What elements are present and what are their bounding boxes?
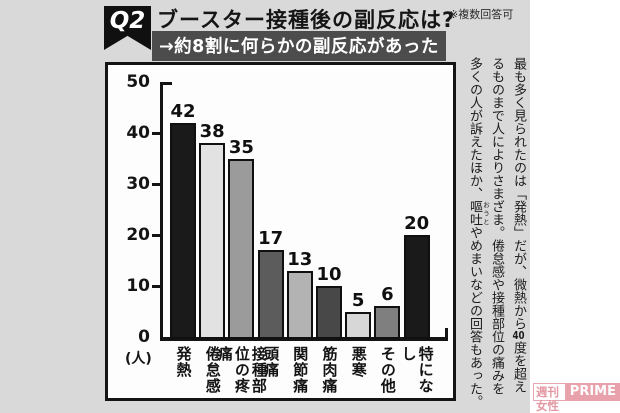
watermark-prime-label: PRIME — [565, 383, 620, 401]
chart-title: ブースター接種後の副反応は? — [157, 8, 456, 32]
question-badge-label: Q2 — [109, 8, 146, 34]
bar-value-label: 20 — [404, 213, 430, 234]
x-category-label: その他 — [378, 346, 397, 394]
bar-value-label: 5 — [351, 289, 365, 311]
chart-bar — [170, 122, 196, 339]
y-tick-mark — [152, 183, 160, 186]
bar-value-label: 35 — [228, 136, 254, 158]
x-category-label: 接種部位の疼痛 — [215, 346, 268, 394]
bar-value-label: 38 — [199, 121, 225, 143]
x-category-label: 関節痛 — [291, 346, 310, 394]
commentary-column: 最も多く見られたのは「発熱」だが、微熱から40度を超え — [511, 57, 526, 393]
x-axis-end-tick — [445, 328, 448, 340]
bar-chart: 0 10 20 30 40 50 (人) 42 発熱 38 倦怠感 35 接種部位の疼痛 17 頭痛 13 関節… — [105, 62, 456, 401]
chart-bar — [316, 286, 342, 339]
bar-value-label: 42 — [170, 100, 196, 122]
chart-bar — [199, 143, 226, 339]
x-category-label: 頭痛 — [262, 346, 281, 378]
commentary-column: 多くの人が訴えたほか、嘔吐 おうとやめまいなどの回答もあった。 — [467, 57, 490, 408]
publisher-watermark: 週刊女性 PRIME — [533, 383, 620, 413]
chart-bar — [403, 235, 430, 339]
y-tick-label: 40 — [126, 123, 150, 143]
x-category-label: 筋肉痛 — [320, 346, 339, 394]
y-tick-label: 0 — [138, 327, 150, 347]
multiple-answers-note: ※複数回答可 — [449, 8, 514, 21]
chart-subtitle: →約8割に何らかの副反応があった — [152, 31, 446, 61]
chart-bar — [374, 306, 401, 339]
y-tick-mark — [152, 132, 160, 135]
bar-value-label: 10 — [316, 264, 342, 285]
chart-bar — [286, 270, 313, 339]
y-tick-label: 50 — [126, 72, 150, 92]
bar-value-label: 6 — [381, 284, 394, 306]
x-category-label: 悪寒 — [349, 346, 368, 378]
x-category-label: 特になし — [399, 346, 435, 394]
chart-bar — [257, 250, 284, 339]
chart-bar — [228, 158, 255, 339]
y-axis-top-tick — [160, 82, 172, 85]
y-tick-label: 30 — [126, 174, 150, 194]
y-tick-mark — [152, 285, 160, 288]
bar-value-label: 17 — [258, 228, 284, 250]
chart-bar — [345, 311, 372, 339]
watermark-magazine-name: 週刊女性 — [533, 383, 566, 413]
y-axis-unit-label: (人) — [125, 351, 152, 367]
x-category-label: 倦怠感 — [203, 346, 222, 394]
commentary-column: るものまで人によりさまざま。倦怠感や接種部位の痛みを — [489, 57, 504, 395]
y-tick-label: 10 — [126, 276, 150, 296]
bar-value-label: 13 — [287, 248, 313, 270]
question-badge: Q2 — [104, 6, 151, 50]
y-tick-mark — [152, 234, 160, 237]
y-tick-label: 20 — [126, 225, 150, 245]
y-axis-line — [160, 82, 163, 340]
x-category-label: 発熱 — [174, 346, 193, 378]
